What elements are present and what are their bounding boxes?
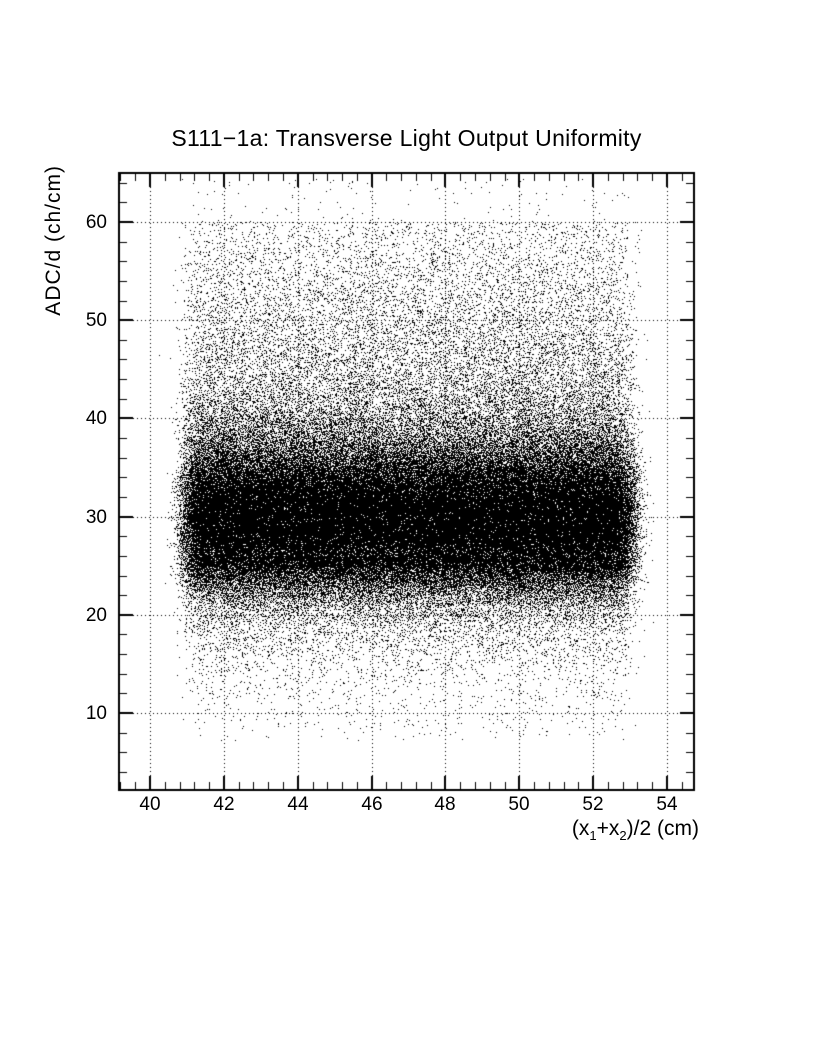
chart-title: S111−1a: Transverse Light Output Uniform… <box>171 125 642 151</box>
y-axis-label: ADC/d (ch/cm) <box>42 165 65 316</box>
x-axis-label-part: )/2 (cm) <box>626 817 699 840</box>
x-axis-label-part: +x <box>596 817 620 840</box>
x-axis-label: (x1+x2)/2 (cm) <box>399 817 699 843</box>
x-axis-label-subscript-2: 2 <box>619 828 627 844</box>
x-axis-label-part: (x <box>571 817 590 840</box>
x-axis-label-subscript-1: 1 <box>589 828 597 844</box>
